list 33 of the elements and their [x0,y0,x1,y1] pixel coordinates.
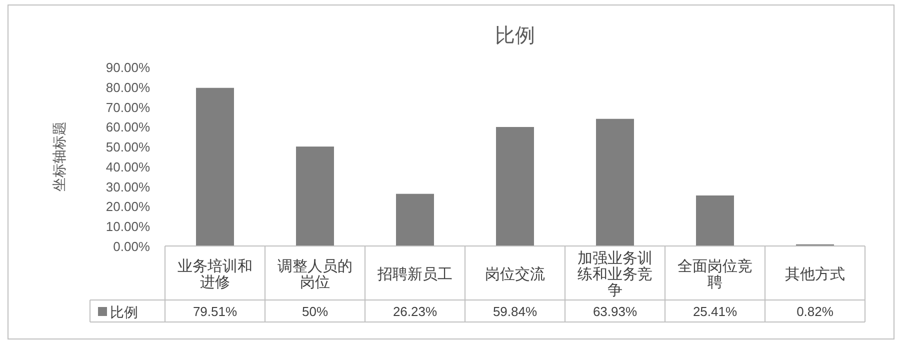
data-label: 79.51% [192,304,238,319]
x-tick-label: 全面岗位竞聘 [678,258,752,291]
x-tick-label: 招聘新员工 [376,266,452,283]
data-label: 0.82% [796,304,834,319]
x-tick-label: 业务培训和进修 [178,258,252,291]
data-label: 59.84% [492,304,538,319]
y-axis-title: 坐标轴标题 [51,122,67,192]
data-label: 25.41% [692,304,738,319]
x-tick-label: 其他方式 [785,266,845,283]
bar [496,126,534,246]
y-tick-label: 20.00% [106,199,150,214]
legend-label: 比例 [110,304,138,320]
y-tick-label: 30.00% [106,179,150,194]
bar [396,194,434,246]
bar [696,195,734,246]
y-tick-label: 10.00% [106,219,150,234]
bar [296,146,334,246]
y-tick-label: 90.00% [106,60,150,75]
y-tick-label: 80.00% [106,80,150,95]
bar [196,88,234,246]
y-tick-label: 60.00% [106,120,150,135]
y-tick-label: 50.00% [106,140,150,155]
data-label: 26.23% [392,304,438,319]
x-tick-label: 调整人员的岗位 [278,258,352,291]
data-label: 63.93% [592,304,638,319]
x-tick-label: 加强业务训练和业务竞争 [578,250,652,299]
y-tick-label: 40.00% [106,159,150,174]
chart-title: 比例 [495,25,535,47]
data-label: 50% [302,304,328,319]
x-tick-label: 岗位交流 [485,266,545,283]
y-tick-label: 0.00% [113,239,150,254]
bar [596,118,634,246]
y-tick-label: 70.00% [106,100,150,115]
